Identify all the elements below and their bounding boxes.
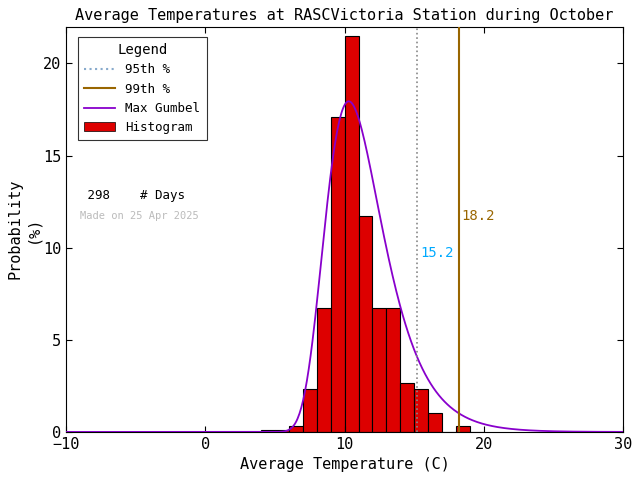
Bar	[400, 383, 414, 432]
Bar	[358, 216, 372, 432]
Bar	[261, 430, 275, 432]
Bar	[317, 308, 331, 432]
Bar	[428, 413, 442, 432]
Title: Average Temperatures at RASCVictoria Station during October: Average Temperatures at RASCVictoria Sta…	[76, 8, 614, 23]
Bar	[372, 308, 387, 432]
Bar	[289, 426, 303, 432]
Text: 298    # Days: 298 # Days	[80, 189, 185, 202]
Bar	[331, 117, 344, 432]
Bar	[275, 430, 289, 432]
Text: 18.2: 18.2	[461, 209, 495, 223]
Y-axis label: Probability
(%): Probability (%)	[8, 179, 40, 279]
Bar	[456, 426, 470, 432]
Bar	[387, 308, 400, 432]
Legend: 95th %, 99th %, Max Gumbel, Histogram: 95th %, 99th %, Max Gumbel, Histogram	[77, 37, 207, 140]
Text: 15.2: 15.2	[420, 246, 453, 260]
Bar	[414, 389, 428, 432]
Text: Made on 25 Apr 2025: Made on 25 Apr 2025	[80, 211, 198, 221]
Bar	[303, 389, 317, 432]
X-axis label: Average Temperature (C): Average Temperature (C)	[239, 457, 449, 472]
Bar	[344, 36, 358, 432]
